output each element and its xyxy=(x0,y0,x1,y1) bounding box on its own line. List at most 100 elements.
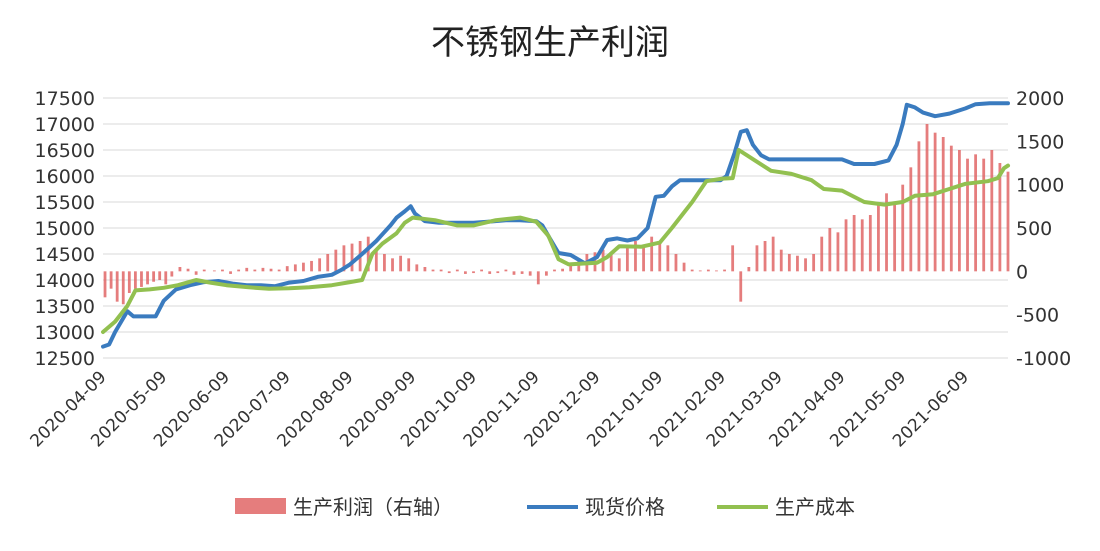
profit-bar xyxy=(731,245,735,272)
x-axis-ticks: 2020-04-092020-05-092020-06-092020-07-09… xyxy=(27,367,973,451)
profit-bar xyxy=(634,241,637,272)
profit-bar xyxy=(982,158,986,272)
left-tick-label: 15500 xyxy=(35,192,95,214)
profit-bar xyxy=(682,262,686,272)
profit-bar xyxy=(941,137,945,272)
profit-bar xyxy=(253,269,257,272)
profit-bar xyxy=(828,228,832,272)
profit-bar xyxy=(625,245,629,272)
profit-bar xyxy=(480,269,484,272)
profit-bar xyxy=(342,245,346,272)
price-cost-lines xyxy=(101,101,1010,349)
profit-bar xyxy=(520,271,524,274)
profit-bar xyxy=(350,243,354,272)
profit-bar xyxy=(109,271,113,289)
profit-bar xyxy=(133,271,137,289)
profit-bar xyxy=(302,262,305,272)
profit-bar xyxy=(844,219,848,272)
right-tick-label: 0 xyxy=(1016,261,1028,283)
left-tick-label: 17500 xyxy=(35,88,95,110)
left-axis-ticks: 17500 17000 16500 16000 15500 15000 14500 14000… xyxy=(35,88,95,370)
left-tick-label: 16500 xyxy=(35,140,95,162)
production-cost-line xyxy=(101,148,1010,334)
profit-bar xyxy=(488,271,492,274)
profit-bar xyxy=(170,271,174,277)
profit-bar xyxy=(852,215,856,272)
legend-label: 生产利润（右轴） xyxy=(293,495,453,519)
profit-bar xyxy=(561,268,564,272)
profit-bar xyxy=(496,271,500,274)
left-tick-label: 14000 xyxy=(35,270,95,292)
profit-bar xyxy=(771,236,775,272)
profit-bar xyxy=(237,269,241,272)
left-tick-label: 14500 xyxy=(35,244,95,266)
profit-bar xyxy=(115,271,119,302)
profit-bar xyxy=(715,270,718,272)
profit-bar xyxy=(310,260,313,272)
profit-bar xyxy=(917,141,921,272)
profit-bar xyxy=(1006,171,1010,272)
profit-bar xyxy=(658,241,662,272)
profit-bar xyxy=(901,184,905,272)
profit-bar xyxy=(447,271,451,274)
profit-bar xyxy=(990,150,994,272)
profit-bar xyxy=(755,245,759,272)
profit-bar xyxy=(164,271,168,285)
left-tick-label: 13000 xyxy=(35,322,95,344)
spot-price-line xyxy=(101,101,1010,349)
profit-bar xyxy=(820,236,824,272)
profit-bar xyxy=(966,158,969,272)
right-tick-label: 1000 xyxy=(1016,175,1064,197)
profit-bar xyxy=(383,254,386,272)
profit-bar xyxy=(609,254,613,272)
profit-bar xyxy=(194,271,198,275)
profit-bar xyxy=(277,269,281,272)
profit-bar xyxy=(779,249,783,272)
profit-bar xyxy=(617,258,621,272)
profit-bar xyxy=(285,266,289,272)
profit-bar xyxy=(836,232,840,272)
profit-bar xyxy=(804,258,807,272)
profit-bar xyxy=(690,269,694,272)
profit-bar xyxy=(763,241,767,272)
right-tick-label: 1500 xyxy=(1016,131,1064,153)
profit-bar xyxy=(868,215,872,272)
profit-bar xyxy=(245,267,249,272)
right-tick-label: -1000 xyxy=(1016,348,1071,370)
profit-bar xyxy=(127,271,131,293)
profit-bar xyxy=(439,269,443,272)
legend-label: 现货价格 xyxy=(585,495,665,519)
profit-bar xyxy=(796,255,799,272)
gridlines xyxy=(103,97,1008,359)
profit-bar xyxy=(326,254,330,272)
profit-bar xyxy=(747,267,751,272)
chart-title: 不锈钢生产利润 xyxy=(431,23,669,63)
legend-label: 生产成本 xyxy=(775,495,855,519)
profit-bar xyxy=(472,271,475,274)
profit-bar xyxy=(949,145,953,272)
left-tick-label: 17000 xyxy=(35,114,95,136)
right-axis-ticks: 2000 1500 1000 500 0 -500 -1000 xyxy=(1016,88,1071,370)
profit-bar xyxy=(431,269,435,272)
right-tick-label: -500 xyxy=(1016,305,1059,327)
profit-bar xyxy=(698,270,702,272)
profit-bar xyxy=(407,258,411,272)
profit-bar xyxy=(399,255,403,272)
right-tick-label: 500 xyxy=(1016,218,1052,240)
profit-bar xyxy=(739,271,743,302)
legend: 生产利润（右轴） 现货价格 生产成本 xyxy=(235,495,855,519)
profit-bar xyxy=(787,254,791,272)
profit-bar xyxy=(642,245,645,272)
profit-bar xyxy=(812,254,816,272)
profit-bar xyxy=(569,264,573,272)
profit-bar xyxy=(455,269,459,272)
profit-bar xyxy=(504,269,508,272)
left-tick-label: 13500 xyxy=(35,296,95,318)
profit-bar xyxy=(391,258,394,272)
profit-bar xyxy=(121,271,125,305)
profit-bar xyxy=(158,271,162,280)
profit-bar xyxy=(885,193,888,272)
profit-bar xyxy=(893,202,897,272)
